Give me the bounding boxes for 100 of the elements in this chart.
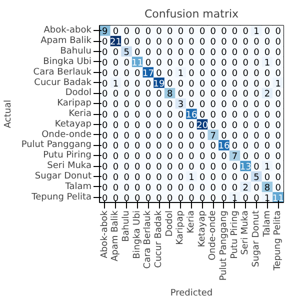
data-label: 0 (134, 110, 141, 120)
data-label: 0 (275, 142, 282, 152)
data-label: 0 (242, 68, 249, 79)
y-tick-label: Talam (64, 182, 92, 192)
data-label: 0 (275, 120, 282, 131)
data-label: 0 (124, 38, 130, 48)
data-label: 0 (264, 131, 270, 142)
data-label: 0 (232, 110, 238, 120)
data-label: 9 (102, 27, 108, 38)
data-label: 1 (112, 79, 119, 90)
data-label: 0 (134, 90, 141, 100)
data-label: 0 (242, 100, 249, 110)
data-label: 0 (199, 172, 206, 183)
data-label: 0 (210, 183, 216, 194)
x-tick-label: Putu Piring (230, 210, 240, 259)
data-label: 0 (178, 162, 184, 173)
data-label: 0 (242, 131, 249, 142)
data-label: 0 (166, 68, 173, 79)
data-label: 0 (112, 58, 119, 68)
x-tick-label: Bahulu (122, 210, 132, 242)
data-label: 0 (178, 90, 184, 100)
data-label: 0 (178, 58, 184, 68)
data-label: 0 (166, 131, 173, 142)
data-label: 8 (264, 183, 270, 194)
data-label: 0 (199, 152, 206, 162)
data-label: 0 (156, 110, 162, 120)
data-label: 0 (134, 183, 141, 194)
y-tick-label: Pulut Panggang (21, 140, 92, 150)
data-label: 0 (210, 120, 216, 131)
data-label: 0 (134, 48, 141, 58)
data-label: 0 (178, 38, 184, 48)
data-label: 0 (221, 152, 228, 162)
data-label: 0 (102, 194, 108, 204)
data-label: 0 (156, 48, 162, 58)
data-label: 0 (232, 183, 238, 194)
data-label: 0 (102, 152, 108, 162)
data-label: 0 (102, 68, 108, 79)
data-label: 0 (145, 142, 152, 152)
data-label: 0 (242, 120, 249, 131)
y-tick-label: Keria (68, 109, 92, 119)
data-label: 0 (232, 162, 238, 173)
data-label: 0 (188, 38, 195, 48)
data-label: 0 (199, 194, 206, 204)
data-label: 0 (145, 38, 152, 48)
data-label: 0 (166, 27, 173, 38)
data-label: 0 (275, 100, 282, 110)
data-label: 0 (166, 79, 173, 90)
data-label: 0 (221, 110, 228, 120)
data-label: 0 (275, 172, 282, 183)
y-tick-label: Bahulu (60, 46, 92, 57)
data-label: 0 (112, 183, 119, 194)
y-tick-label: Cucur Badak (34, 78, 92, 88)
data-label: 21 (110, 38, 122, 48)
data-label: 0 (124, 172, 130, 183)
data-label: 0 (254, 162, 260, 173)
data-label: 0 (156, 27, 162, 38)
data-label: 0 (166, 194, 173, 204)
data-label: 0 (124, 194, 130, 204)
data-label: 0 (188, 68, 195, 79)
data-label: 0 (124, 120, 130, 131)
data-label: 0 (232, 48, 238, 58)
data-label: 0 (102, 48, 108, 58)
data-label: 0 (124, 142, 130, 152)
data-label: 0 (275, 183, 282, 194)
data-label: 0 (254, 194, 260, 204)
data-label: 0 (199, 110, 206, 120)
data-label: 0 (102, 162, 108, 173)
data-label: 0 (210, 58, 216, 68)
data-label: 0 (221, 27, 228, 38)
data-label: 0 (232, 131, 238, 142)
data-label: 0 (221, 48, 228, 58)
data-label: 0 (210, 90, 216, 100)
data-label: 0 (156, 152, 162, 162)
x-tick-label: Dodol (164, 210, 175, 237)
data-label: 0 (156, 194, 162, 204)
data-label: 0 (188, 79, 195, 90)
x-tick-label: Cara Berlauk (143, 210, 154, 269)
data-label: 0 (156, 172, 162, 183)
data-label: 0 (166, 38, 173, 48)
x-tick-label: Karipap (176, 210, 186, 245)
data-label: 0 (178, 142, 184, 152)
y-tick-label: Tepung Pelita (30, 192, 92, 202)
data-label: 0 (102, 110, 108, 120)
data-label: 0 (199, 68, 206, 79)
data-label: 0 (242, 90, 249, 100)
x-tick-label: Tepung Pelita (273, 210, 284, 272)
data-label: 0 (221, 79, 228, 90)
data-label: 0 (166, 183, 173, 194)
data-label: 0 (264, 38, 270, 48)
x-tick-label: Talam (262, 210, 272, 238)
data-label: 0 (166, 162, 173, 173)
data-label: 0 (102, 58, 108, 68)
data-label: 0 (254, 110, 260, 120)
data-label: 0 (254, 38, 260, 48)
data-label: 0 (145, 162, 152, 173)
data-label: 11 (272, 194, 284, 204)
data-label: 0 (178, 27, 184, 38)
data-label: 0 (134, 194, 141, 204)
data-label: 0 (210, 172, 216, 183)
data-label: 0 (242, 38, 249, 48)
